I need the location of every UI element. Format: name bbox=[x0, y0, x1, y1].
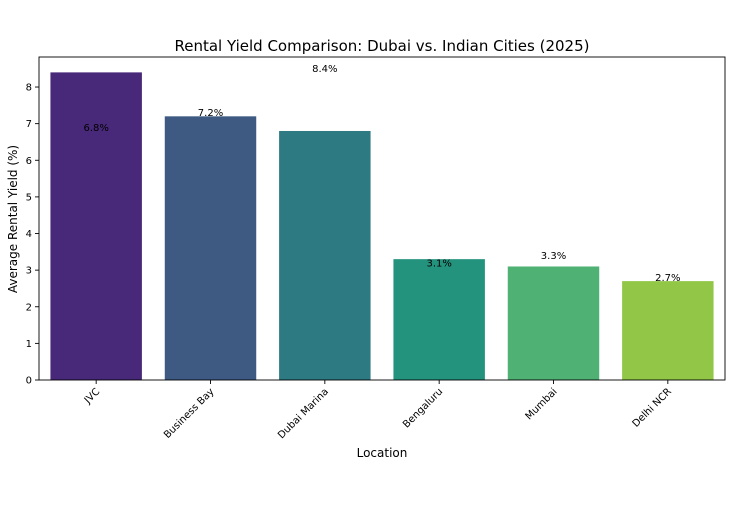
data-label-3: 3.3% bbox=[541, 251, 566, 262]
x-tick-label-0: JVC bbox=[82, 386, 102, 406]
x-tick-label-1: Business Bay bbox=[162, 386, 217, 441]
y-tick-label-5: 5 bbox=[26, 192, 32, 203]
y-tick-label-6: 6 bbox=[26, 156, 32, 167]
bar-5 bbox=[622, 281, 714, 380]
bar-2 bbox=[279, 130, 371, 380]
data-label-4: 3.1% bbox=[426, 258, 451, 269]
x-tick-label-4: Mumbai bbox=[524, 386, 560, 422]
x-tick-label-5: Delhi NCR bbox=[631, 386, 674, 429]
bar-4 bbox=[507, 266, 600, 380]
bar-0 bbox=[50, 72, 142, 380]
bar-1 bbox=[164, 116, 257, 380]
plot-frame bbox=[38, 56, 726, 381]
y-tick-label-4: 4 bbox=[26, 229, 32, 240]
chart-title: Rental Yield Comparison: Dubai vs. India… bbox=[174, 37, 589, 55]
y-axis-title: Average Rental Yield (%) bbox=[6, 145, 20, 293]
x-tick-label-3: Bengaluru bbox=[401, 386, 445, 430]
x-axis-title: Location bbox=[357, 446, 408, 460]
data-label-5: 2.7% bbox=[655, 273, 680, 284]
bar-3 bbox=[393, 259, 485, 380]
y-tick-label-7: 7 bbox=[26, 119, 32, 130]
y-tick-label-0: 0 bbox=[26, 376, 32, 387]
y-tick-label-2: 2 bbox=[26, 302, 32, 313]
data-label-1: 7.2% bbox=[198, 108, 223, 119]
data-label-2: 6.8% bbox=[83, 123, 108, 134]
y-tick-label-3: 3 bbox=[26, 266, 32, 277]
data-label-0: 8.4% bbox=[312, 64, 337, 75]
x-tick-label-2: Dubai Marina bbox=[276, 386, 331, 441]
y-tick-label-1: 1 bbox=[26, 339, 32, 350]
y-tick-label-8: 8 bbox=[26, 83, 32, 94]
